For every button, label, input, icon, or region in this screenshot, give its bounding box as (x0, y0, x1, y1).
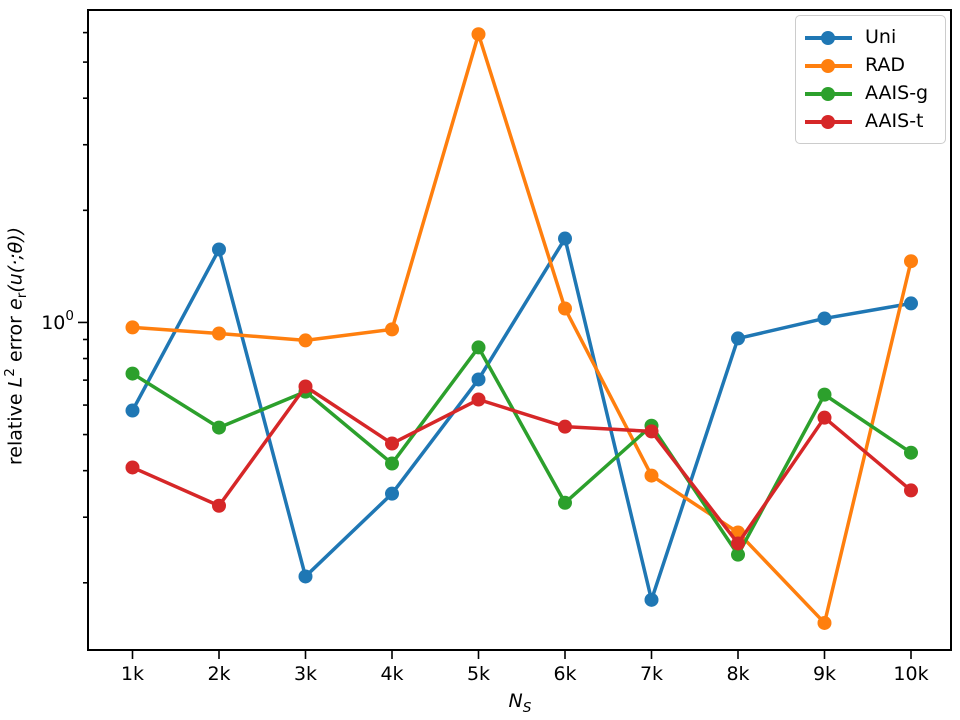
legend-line-sample (805, 30, 852, 45)
x-tick-label: 3k (294, 663, 317, 685)
legend-label: RAD (865, 54, 906, 76)
data-point-marker (558, 301, 572, 316)
data-point-marker (298, 379, 313, 394)
legend-item-aais-g: AAIS-g (805, 81, 939, 106)
data-point-marker (385, 436, 399, 451)
legend-item-aais-t: AAIS-t (805, 109, 939, 134)
y-axis-label-text: relative (4, 387, 27, 466)
legend-label: AAIS-g (865, 82, 929, 104)
data-point-marker (558, 419, 572, 434)
series-line (131, 384, 913, 546)
data-point-marker (471, 340, 486, 355)
data-point-marker (644, 468, 659, 483)
legend-marker-dot (821, 58, 835, 73)
series-line (131, 345, 912, 557)
data-point-marker (731, 536, 745, 551)
data-point-marker (212, 498, 226, 513)
data-point-marker (817, 387, 832, 402)
data-point-marker (731, 547, 745, 562)
plot-border (87, 9, 952, 651)
legend-item-uni: Uni (805, 25, 939, 50)
legend-label: Uni (865, 26, 897, 48)
legend-marker-dot (821, 114, 835, 129)
data-point-marker (904, 296, 918, 311)
x-axis-ticks (131, 650, 912, 659)
y-tick-label: 100 (41, 308, 74, 334)
legend-line-sample (805, 86, 852, 101)
data-point-marker (212, 242, 226, 257)
data-point-marker (298, 569, 313, 584)
x-tick-label: 7k (640, 663, 663, 685)
x-tick-label: 10k (893, 663, 928, 685)
data-point-marker (471, 392, 486, 407)
data-point-marker (558, 495, 572, 510)
data-point-marker (644, 424, 659, 439)
data-point-marker (817, 410, 832, 425)
y-axis-ticks (78, 31, 88, 584)
x-tick-label: 6k (553, 663, 576, 685)
data-point-marker (904, 254, 918, 269)
data-point-marker (904, 483, 918, 498)
y-axis-label: relative L2 error er(u(·;θ)) (1, 226, 31, 466)
x-tick-label: 1k (121, 663, 144, 685)
series-line (132, 32, 913, 625)
series-uni (125, 231, 918, 607)
data-point-marker (212, 420, 226, 435)
data-point-marker (385, 486, 399, 501)
x-tick-label: 8k (726, 663, 749, 685)
data-point-marker (385, 456, 399, 471)
data-point-marker (471, 372, 486, 387)
series-line (130, 236, 912, 602)
data-point-marker (904, 445, 918, 460)
legend-marker-dot (821, 30, 835, 45)
data-point-marker (471, 27, 486, 42)
legend-line-sample (805, 58, 852, 73)
data-point-marker (731, 331, 745, 346)
data-point-marker (558, 231, 572, 246)
x-tick-label: 2k (207, 663, 230, 685)
x-axis-label: NS (508, 690, 532, 716)
legend-label: AAIS-t (865, 110, 924, 132)
data-point-marker (212, 326, 226, 341)
data-point-marker (125, 366, 140, 381)
x-tick-labels: 1k 2k 3k 4k 5k 6k 7k 8k 9k 10k (121, 663, 929, 685)
data-point-marker (298, 333, 313, 348)
data-point-marker (817, 615, 832, 630)
legend-item-rad: RAD (805, 53, 939, 78)
data-point-marker (644, 592, 659, 607)
x-tick-label: 9k (813, 663, 836, 685)
legend-line-sample (805, 114, 852, 129)
legend-marker-dot (821, 86, 835, 101)
data-point-marker (385, 322, 399, 337)
x-tick-label: 5k (467, 663, 490, 685)
series-aais-t (125, 379, 918, 551)
x-tick-label: 4k (380, 663, 403, 685)
data-point-marker (817, 311, 832, 326)
data-point-marker (125, 460, 140, 475)
data-point-marker (125, 403, 140, 418)
data-point-marker (125, 320, 140, 335)
series-aais-g (125, 340, 918, 562)
legend: Uni RAD AAIS-g AAIS-t (795, 15, 946, 144)
